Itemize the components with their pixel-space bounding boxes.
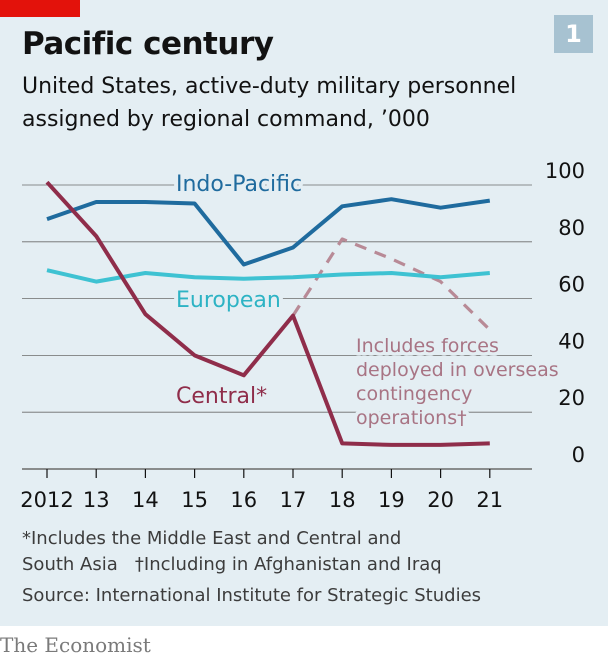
y-tick-label-100: 100	[545, 159, 585, 183]
x-tick-label-18: 18	[329, 488, 356, 512]
x-tick-label-13: 13	[83, 488, 110, 512]
x-tick-label-21: 21	[476, 488, 503, 512]
line-chart: 0 20 40 60 80 100 2012 13 14 15 16 17 18 19 20 21 Indo…	[20, 159, 585, 512]
annotation-ooc-line-4: operations†	[356, 407, 467, 429]
gridlines	[22, 184, 532, 470]
annotation-ooc-line-3: contingency	[356, 383, 472, 405]
chart-card	[0, 0, 608, 626]
y-tick-label-0: 0	[572, 443, 585, 467]
chart-title: Pacific century	[22, 26, 274, 62]
label-central: Central*	[176, 384, 267, 409]
annotation-ooc-line-1: Includes forces	[356, 335, 499, 357]
x-tick-label-20: 20	[427, 488, 454, 512]
y-tick-label-40: 40	[558, 329, 585, 353]
economist-logo: The Economist	[0, 633, 151, 657]
x-axis: 2012 13 14 15 16 17 18 19 20 21	[20, 469, 503, 512]
annotation-ooc-line-2: deployed in overseas	[356, 359, 559, 381]
x-tick-label-17: 17	[280, 488, 307, 512]
x-tick-label-19: 19	[378, 488, 405, 512]
x-tick-label-16: 16	[230, 488, 257, 512]
chart-number-badge: 1	[554, 15, 593, 53]
series-line-indo-pacific	[46, 197, 491, 267]
economist-red-tab	[0, 0, 80, 17]
label-indo-pacific: Indo-Pacific	[176, 172, 302, 197]
footnote-line-1: *Includes the Middle East and Central an…	[22, 528, 402, 549]
series-line-central	[45, 180, 490, 447]
source-note: Source: International Institute for Stra…	[22, 585, 482, 606]
y-axis-tick-labels: 0 20 40 60 80 100	[545, 159, 585, 467]
y-tick-label-60: 60	[558, 273, 585, 297]
y-tick-label-20: 20	[558, 386, 585, 410]
x-tick-label-2012: 2012	[20, 488, 73, 512]
chart-subtitle: United States, active-duty military pers…	[22, 70, 516, 136]
x-tick-label-14: 14	[132, 488, 159, 512]
series-labels: Indo-Pacific European Central* Includes for…	[172, 168, 562, 433]
subtitle-line-1: United States, active-duty military pers…	[22, 74, 517, 99]
y-tick-label-80: 80	[558, 216, 585, 240]
series-line-central-incl-ooc	[291, 237, 491, 331]
label-european: European	[176, 288, 281, 313]
subtitle-line-2: assigned by regional command, ’000	[22, 107, 430, 132]
series-lines	[45, 180, 491, 447]
x-tick-label-15: 15	[181, 488, 208, 512]
footnote-line-2: South Asia †Including in Afghanistan and…	[22, 554, 442, 575]
